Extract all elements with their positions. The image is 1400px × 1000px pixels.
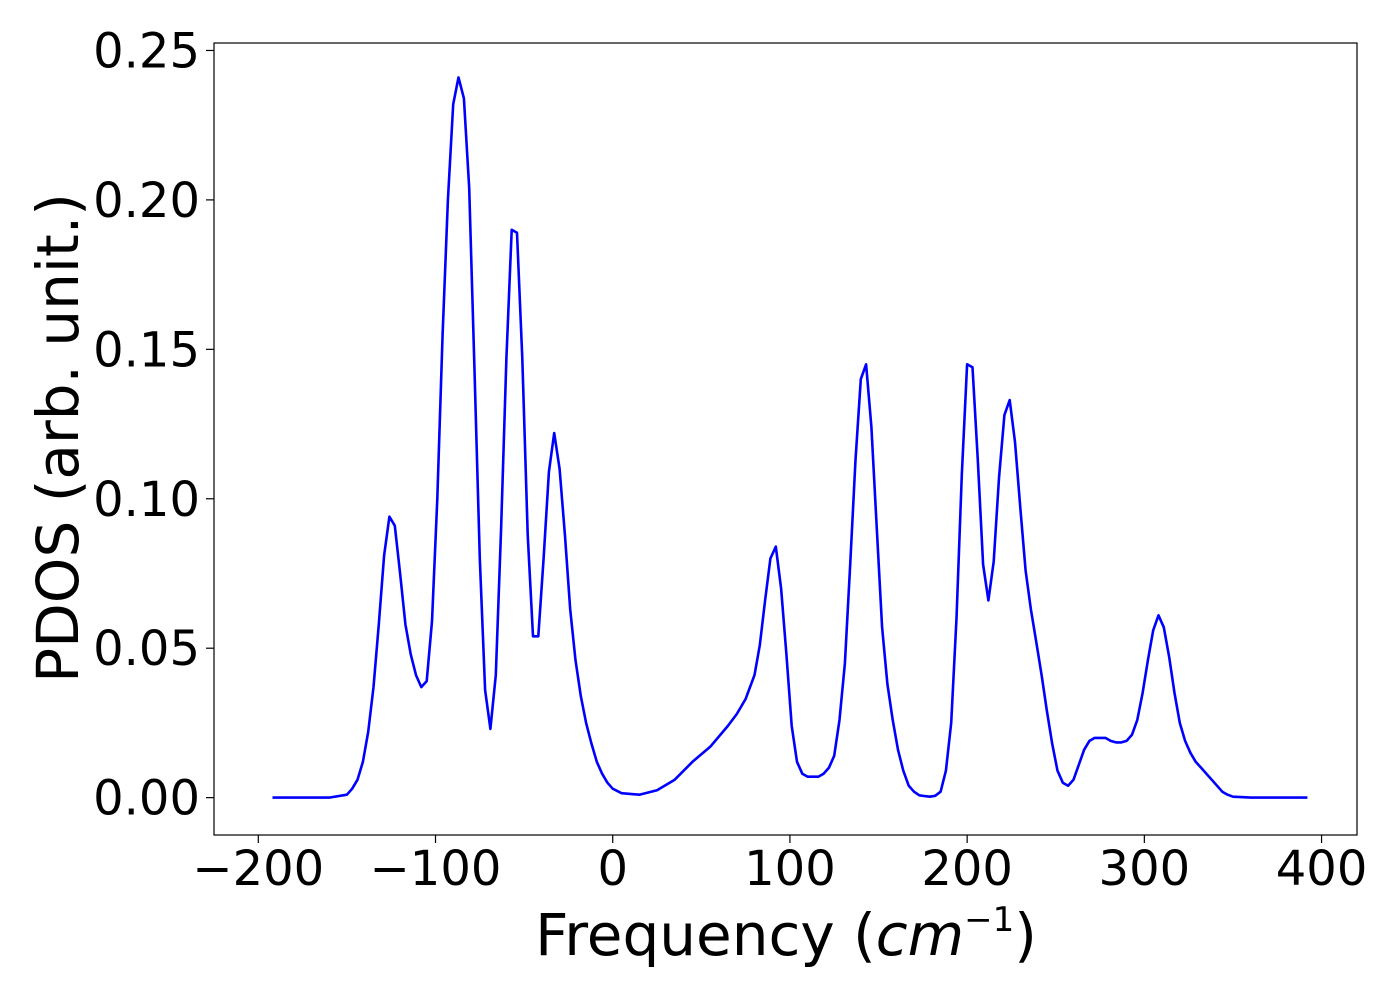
y-tick-label: 0.25 [93, 23, 200, 79]
x-tick-label: 100 [744, 841, 836, 897]
y-tick-label: 0.10 [93, 472, 200, 528]
y-tick-label: 0.05 [93, 621, 200, 677]
x-tick-label: −100 [370, 841, 502, 897]
x-tick-label: 400 [1276, 841, 1368, 897]
x-tick-label: 200 [921, 841, 1013, 897]
pdos-series-line [272, 76, 1308, 799]
x-axis-label: Frequency (cm−1) [535, 900, 1037, 969]
x-axis: −200 −100 0 100 200 300 400 [192, 835, 1367, 897]
y-axis: 0.00 0.05 0.10 0.15 0.20 0.25 [93, 23, 214, 827]
x-tick-label: 0 [597, 841, 628, 897]
y-tick-label: 0.00 [93, 771, 200, 827]
y-axis-label: PDOS (arb. unit.) [24, 193, 92, 683]
y-tick-label: 0.15 [93, 322, 200, 378]
x-tick-label: 300 [1099, 841, 1191, 897]
plot-frame [213, 42, 1358, 836]
y-tick-label: 0.20 [93, 173, 200, 229]
x-tick-label: −200 [192, 841, 324, 897]
